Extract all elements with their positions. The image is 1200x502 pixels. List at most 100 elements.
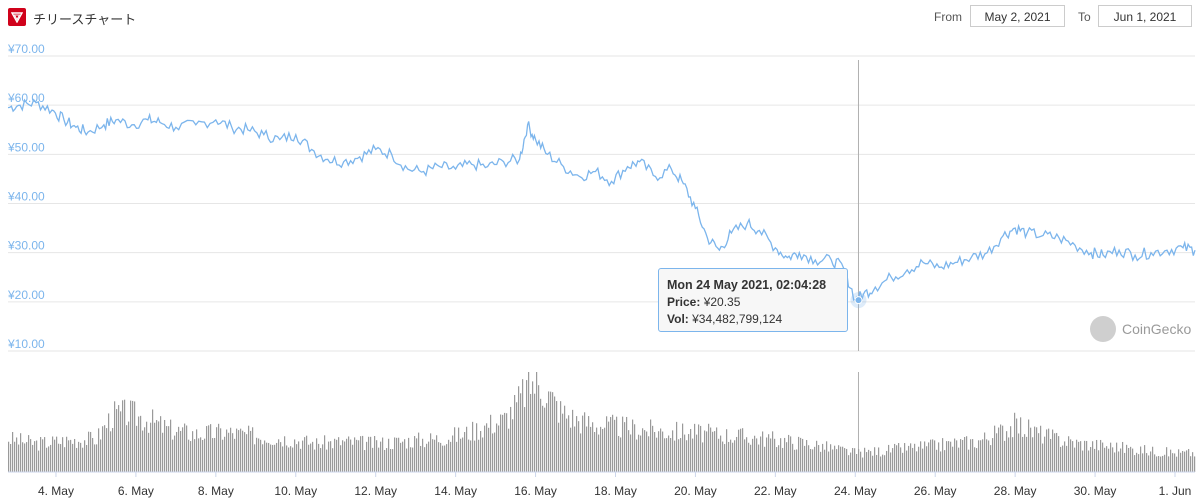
volume-bar xyxy=(396,437,398,472)
volume-bar xyxy=(1154,454,1156,472)
volume-bar xyxy=(284,436,286,472)
volume-bar xyxy=(1118,451,1120,472)
volume-bar xyxy=(772,431,774,472)
volume-bar xyxy=(148,432,150,472)
volume-bar xyxy=(166,426,168,472)
volume-bar xyxy=(740,428,742,472)
volume-bar xyxy=(748,442,750,472)
volume-bar xyxy=(302,440,304,472)
volume-bar xyxy=(762,431,764,472)
volume-bar xyxy=(492,433,494,472)
volume-bar xyxy=(348,436,350,472)
volume-bar xyxy=(834,445,836,472)
volume-bar xyxy=(988,440,990,472)
volume-bar xyxy=(210,424,212,472)
volume-bar xyxy=(1164,454,1166,472)
volume-bar xyxy=(134,401,136,472)
volume-bar xyxy=(954,438,956,472)
volume-bar xyxy=(290,446,292,472)
volume-bar xyxy=(1168,456,1170,472)
volume-bar xyxy=(26,442,28,472)
volume-bar xyxy=(860,451,862,472)
volume-bar xyxy=(1140,446,1142,472)
volume-bar xyxy=(1006,431,1008,472)
volume-bar xyxy=(1170,449,1172,472)
volume-bar xyxy=(28,435,30,472)
volume-bar xyxy=(260,439,262,472)
volume-bar xyxy=(1184,451,1186,472)
volume-bar xyxy=(350,439,352,472)
volume-bar xyxy=(274,444,276,472)
volume-bar xyxy=(384,449,386,472)
volume-bar xyxy=(334,438,336,472)
volume-bar xyxy=(658,431,660,472)
volume-bar xyxy=(98,428,100,472)
volume-bar xyxy=(1070,439,1072,472)
to-date-input[interactable]: Jun 1, 2021 xyxy=(1098,5,1192,27)
volume-bar xyxy=(842,446,844,472)
volume-bar xyxy=(1038,433,1040,472)
volume-bar xyxy=(714,431,716,472)
volume-bar xyxy=(234,438,236,472)
volume-bar xyxy=(912,447,914,472)
volume-bar xyxy=(262,444,264,472)
volume-bar xyxy=(1092,441,1094,472)
volume-bar xyxy=(116,409,118,472)
volume-bar xyxy=(550,391,552,472)
volume-bar xyxy=(192,431,194,472)
volume-bar xyxy=(402,441,404,472)
volume-bar xyxy=(876,454,878,472)
x-tick-label: 12. May xyxy=(354,484,397,498)
volume-bar xyxy=(52,436,54,472)
volume-bar xyxy=(298,441,300,472)
volume-bar xyxy=(182,427,184,472)
volume-bar xyxy=(1122,441,1124,472)
volume-bar xyxy=(410,447,412,472)
from-date-input[interactable]: May 2, 2021 xyxy=(970,5,1065,27)
volume-bar xyxy=(250,430,252,472)
x-tick-label: 24. May xyxy=(834,484,877,498)
x-tick-label: 18. May xyxy=(594,484,637,498)
volume-bar xyxy=(136,425,138,472)
volume-bar xyxy=(558,422,560,472)
volume-bar xyxy=(828,451,830,472)
price-tooltip: Mon 24 May 2021, 02:04:28 Price: ¥20.35 … xyxy=(658,268,848,332)
volume-bar xyxy=(738,429,740,472)
volume-bar xyxy=(56,436,58,472)
volume-bar xyxy=(568,415,570,472)
volume-bar xyxy=(490,414,492,472)
volume-bar xyxy=(820,451,822,472)
volume-bar xyxy=(144,427,146,472)
volume-bar xyxy=(226,429,228,472)
volume-bar xyxy=(836,449,838,472)
volume-bar xyxy=(872,455,874,472)
volume-bar xyxy=(588,416,590,472)
volume-bar xyxy=(1022,436,1024,472)
volume-bar xyxy=(922,448,924,472)
volume-bar xyxy=(1130,446,1132,472)
volume-bar xyxy=(536,372,538,472)
volume-bar xyxy=(974,447,976,472)
volume-bar xyxy=(542,405,544,472)
volume-bar xyxy=(338,437,340,472)
volume-bar xyxy=(652,425,654,472)
volume-bar xyxy=(330,441,332,472)
volume-bar xyxy=(576,416,578,472)
volume-bar xyxy=(256,437,258,472)
volume-bar xyxy=(300,448,302,472)
tooltip-price-label: Price: xyxy=(667,295,701,309)
volume-bar xyxy=(556,401,558,472)
volume-bar xyxy=(482,437,484,472)
volume-bar xyxy=(560,401,562,472)
volume-bar xyxy=(786,442,788,472)
volume-bar xyxy=(792,443,794,472)
volume-bar xyxy=(1088,450,1090,472)
volume-bar xyxy=(220,428,222,472)
volume-bar xyxy=(878,447,880,472)
volume-bar xyxy=(1188,448,1190,472)
volume-bar xyxy=(774,438,776,472)
volume-bar xyxy=(784,437,786,472)
volume-bar xyxy=(176,431,178,472)
volume-bar xyxy=(672,430,674,472)
